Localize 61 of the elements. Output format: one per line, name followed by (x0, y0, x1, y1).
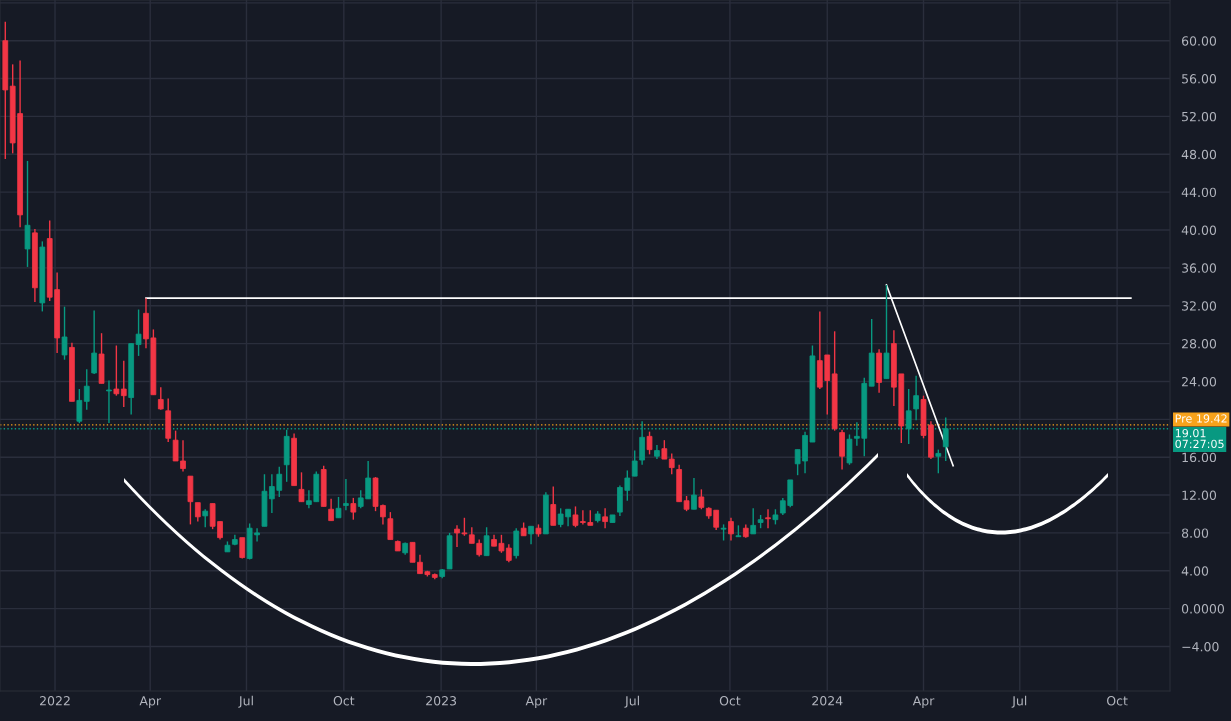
candlestick (61, 305, 68, 361)
y-tick-label: 4.00 (1181, 566, 1209, 576)
candlestick (350, 497, 357, 521)
x-tick-label: Jul (238, 695, 253, 708)
candlestick (83, 368, 90, 411)
candlestick (387, 511, 394, 541)
y-tick-label: 0.0000 (1181, 604, 1225, 614)
y-tick-label: 12.00 (1182, 490, 1217, 500)
x-tick-label: Oct (719, 696, 741, 706)
candlestick (106, 379, 112, 424)
candlestick (661, 439, 668, 460)
y-tick-label: 32.00 (1182, 301, 1217, 311)
candlestick (913, 375, 919, 421)
candlestick (935, 448, 942, 474)
x-tick-label: Apr (525, 696, 548, 708)
candlestick (728, 517, 734, 542)
y-tick-label: 40.00 (1181, 225, 1217, 235)
candlestick (750, 507, 757, 535)
y-tick-label: 48.00 (1181, 149, 1217, 160)
y-tick-label: 8.00 (1181, 528, 1209, 538)
x-tick-label: Apr (139, 696, 162, 708)
candlestick (691, 477, 697, 510)
y-tick-label: 36.00 (1182, 263, 1217, 273)
candlestick (343, 478, 349, 511)
x-tick-label: Oct (333, 696, 355, 706)
y-tick-label: 28.00 (1182, 339, 1217, 349)
x-tick-label: Apr (912, 696, 935, 708)
candlestick (646, 430, 653, 456)
candlestick (76, 388, 83, 424)
x-tick-label: Jul (1011, 695, 1027, 708)
candlestick (194, 501, 201, 523)
candlestick (328, 498, 334, 522)
candlestick (602, 507, 608, 529)
candlestick (24, 160, 31, 268)
x-tick-label: Oct (1107, 696, 1128, 706)
ref-line-label: 19.01 07:27:05 (1175, 428, 1224, 449)
y-tick-label: 24.00 (1182, 376, 1217, 387)
candlestick (298, 471, 305, 503)
y-tick-label: 16.00 (1182, 452, 1217, 463)
y-tick-label: 44.00 (1181, 187, 1217, 198)
candlestick (483, 526, 490, 557)
y-tick-label: 60.00 (1181, 36, 1217, 46)
candlestick (698, 488, 705, 510)
candlestick (846, 433, 853, 466)
candlestick (335, 496, 342, 519)
candlestick (550, 485, 557, 527)
candlestick (113, 344, 120, 397)
y-tick-label: 56.00 (1182, 74, 1217, 84)
y-tick-label: 52.00 (1182, 111, 1217, 122)
candlestick (91, 309, 97, 375)
candlestick (839, 429, 845, 471)
candlestick (157, 386, 164, 411)
candlestick (765, 508, 771, 529)
x-tick-label: 2024 (812, 696, 843, 706)
candlestick (120, 359, 127, 408)
x-tick-label: 2023 (426, 696, 457, 706)
x-tick-label: 2022 (40, 696, 70, 706)
ref-line-label: Pre 19.42 (1175, 414, 1227, 423)
candlestick (668, 452, 675, 475)
x-tick-label: Jul (624, 695, 639, 708)
y-tick-label: −4.00 (1182, 641, 1219, 652)
